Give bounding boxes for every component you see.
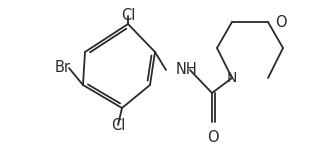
Text: Br: Br xyxy=(55,60,71,75)
Text: Cl: Cl xyxy=(111,118,125,133)
Text: O: O xyxy=(275,15,287,30)
Text: Cl: Cl xyxy=(121,8,135,23)
Text: O: O xyxy=(207,130,219,145)
Text: NH: NH xyxy=(176,62,198,78)
Text: N: N xyxy=(227,71,237,85)
